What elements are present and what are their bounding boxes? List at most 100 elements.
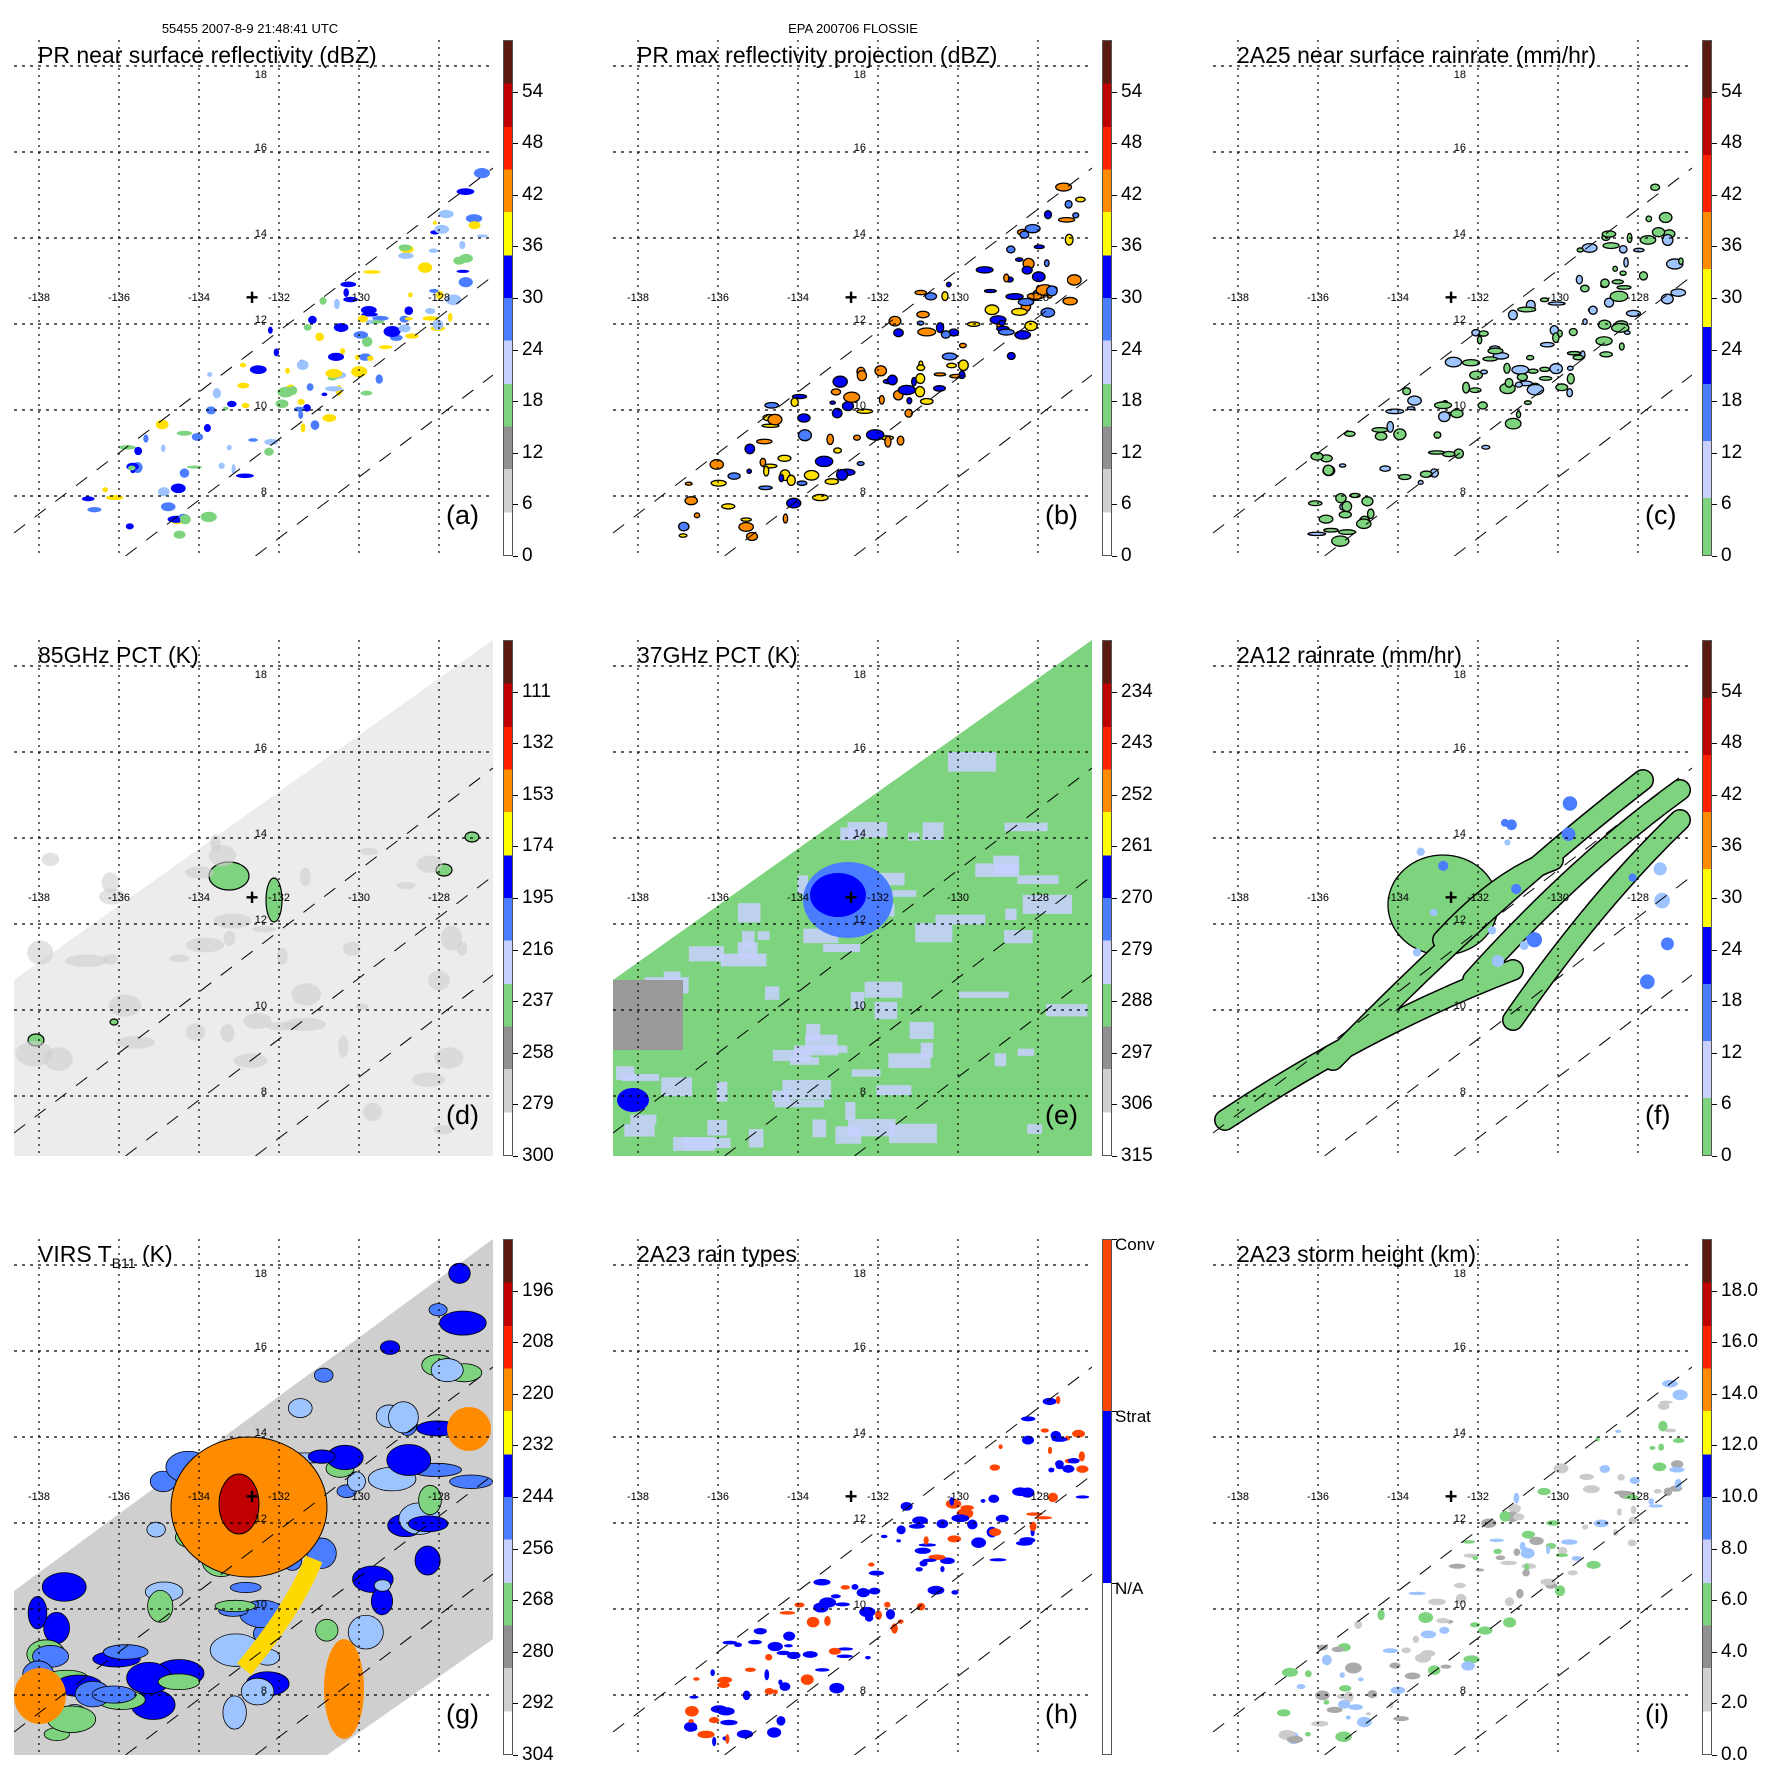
rain-cell: [1055, 1464, 1064, 1470]
rain-cell: [218, 462, 225, 469]
rain-cell: [1418, 1612, 1434, 1623]
cloud-region: [346, 1471, 366, 1492]
lon-label: -128: [1626, 292, 1650, 304]
rain-cell: [285, 367, 290, 374]
rain-cell: [1067, 1458, 1080, 1464]
rain-cell: [734, 1642, 743, 1647]
rain-cell: [1630, 1505, 1637, 1514]
lon-label: -130: [946, 892, 970, 904]
rain-cell: [1582, 1524, 1589, 1530]
emission-patch: [630, 1114, 657, 1125]
rain-cell: [303, 324, 312, 331]
colorbar-tick: [1712, 246, 1717, 248]
lat-label: 14: [1453, 828, 1466, 840]
emission-patch: [920, 1042, 934, 1058]
rain-cell: [1561, 827, 1576, 842]
lat-label: 16: [254, 742, 267, 754]
cloud-region: [418, 1484, 442, 1516]
rain-cell: [200, 511, 217, 523]
rain-cell: [1455, 1593, 1467, 1604]
rain-cell: [1304, 1731, 1311, 1737]
rain-cell: [806, 1616, 820, 1628]
rain-cell: [815, 1668, 830, 1672]
emission-patch: [851, 1069, 881, 1077]
cloud-region: [214, 1599, 256, 1613]
storm-center-icon: +: [844, 885, 858, 910]
rain-cell: [1022, 1435, 1035, 1445]
rain-cell: [1003, 273, 1010, 283]
lon-label: -130: [347, 892, 371, 904]
rain-cell: [383, 325, 401, 337]
cold-band: [237, 1555, 323, 1675]
rain-cell: [697, 1730, 715, 1739]
colorbar-tick: [1712, 556, 1717, 557]
rain-cell: [1514, 381, 1523, 388]
lon-label: -138: [27, 292, 51, 304]
rain-cell: [1659, 1400, 1673, 1404]
rain-cell: [143, 434, 149, 443]
panel-title-text: VIRS T: [38, 1241, 112, 1267]
rain-cell: [949, 1497, 955, 1506]
storm-center-icon: +: [844, 285, 858, 310]
lat-label: 8: [1459, 1685, 1466, 1697]
panel-title-text: 37GHz PCT (K): [637, 642, 798, 668]
storm-name: EPA 200706 FLOSSIE: [788, 21, 918, 36]
colorbar-label: 12: [522, 441, 544, 463]
storm-center-icon: +: [1444, 1484, 1458, 1509]
rain-cell: [1517, 306, 1537, 313]
rain-cell: [786, 1651, 801, 1660]
panel-title-text: 2A12 rainrate (mm/hr): [1237, 642, 1462, 668]
lon-label: -132: [1466, 292, 1490, 304]
lon-label: -128: [1626, 1491, 1650, 1503]
lat-label: 10: [254, 400, 267, 412]
colorbar-label: 24: [1121, 338, 1143, 360]
rain-cell: [1462, 381, 1471, 394]
rain-cell: [710, 1705, 728, 1713]
panel-g: -138 -136 -134 -132 -130 -128 18 16 14 12 10 8 + VIRS…: [14, 1239, 554, 1765]
lat-label: 14: [1453, 1427, 1466, 1439]
rain-cell: [852, 434, 862, 441]
lat-label: 14: [853, 1427, 866, 1439]
rain-cell: [1450, 408, 1464, 419]
rain-cell: [814, 455, 834, 468]
rain-cell: [1356, 1716, 1372, 1728]
colorbar-label: 24: [522, 338, 544, 360]
convective-cell: [464, 831, 480, 843]
rain-cell: [1610, 322, 1630, 333]
rain-cell: [1628, 873, 1637, 882]
rain-cell: [740, 517, 753, 522]
emission-patch: [772, 1090, 790, 1102]
rain-cell: [1538, 375, 1553, 381]
rain-cell: [310, 420, 320, 430]
rain-cell: [1475, 1568, 1485, 1572]
rain-cell: [811, 493, 829, 502]
rain-cell: [1612, 265, 1619, 272]
colorbar-tick: [1112, 1001, 1117, 1003]
panel-letter: (c): [1645, 500, 1677, 530]
rain-cell: [432, 319, 444, 331]
rain-cell: [744, 443, 756, 455]
ice-scatter: [359, 847, 378, 856]
colorbar-tick: [1712, 1548, 1717, 1550]
colorbar-label: 195: [522, 887, 554, 908]
colorbar-label: 30: [1721, 287, 1743, 308]
lat-label: 12: [1453, 314, 1466, 326]
data-field: [678, 182, 1086, 542]
rain-cell: [360, 390, 373, 396]
emission-patch: [850, 991, 865, 1009]
rain-cell: [1504, 377, 1514, 388]
rain-cell: [1385, 408, 1405, 415]
rain-cell: [160, 502, 176, 512]
cloud-region: [449, 1474, 493, 1489]
rain-cell: [1664, 1428, 1677, 1433]
colorbar-tick: [1712, 1156, 1717, 1157]
rain-cell: [1572, 354, 1584, 361]
lon-label: -132: [866, 892, 890, 904]
rain-cell: [1454, 1582, 1466, 1589]
rain-cell: [912, 1516, 928, 1525]
rain-cell: [856, 1587, 870, 1598]
rain-cell: [1576, 247, 1584, 253]
rain-cell: [1566, 387, 1574, 398]
map-plot: [1213, 640, 1692, 1156]
rain-cell: [81, 496, 95, 502]
